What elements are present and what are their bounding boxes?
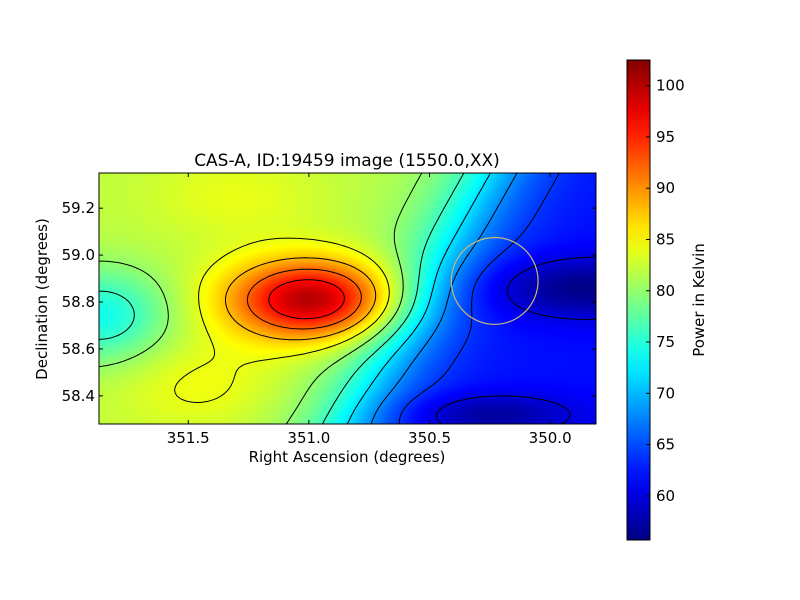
colorbar-gradient	[627, 60, 650, 540]
contour-line	[246, 268, 362, 330]
colorbar-tick-label: 70	[656, 384, 675, 402]
x-tick-label: 350.5	[408, 429, 451, 447]
heatmap-image	[99, 173, 596, 424]
contour-line	[225, 257, 377, 341]
x-tick-label: 351.5	[167, 429, 210, 447]
colorbar: 60 65 70 75 80 85 90 95 100 Power in Kelvin	[626, 59, 708, 541]
contour-line	[99, 173, 423, 424]
x-tick-label: 350.0	[529, 429, 572, 447]
colorbar-tick-label: 95	[656, 128, 675, 146]
y-tick-label: 59.2	[62, 199, 95, 217]
colorbar-tick-label: 90	[656, 179, 675, 197]
contour-line	[435, 256, 596, 424]
y-tick-label: 58.6	[62, 340, 95, 358]
colorbar-tick-label: 65	[656, 436, 675, 454]
y-tick-label: 59.0	[62, 246, 95, 264]
contour-line	[174, 237, 390, 403]
y-tick-label: 58.4	[62, 387, 95, 405]
colorbar-ticks: 60 65 70 75 80 85 90 95 100	[646, 77, 685, 505]
colorbar-tick-label: 60	[656, 487, 675, 505]
colorbar-tick-label: 80	[656, 282, 675, 300]
contour-lines	[99, 173, 596, 424]
contour-line	[346, 173, 491, 424]
contour-line	[268, 279, 345, 320]
contour-line	[370, 173, 518, 424]
y-axis-ticks: 58.4 58.6 58.8 59.0 59.2	[62, 199, 596, 405]
colorbar-tick-label: 85	[656, 230, 675, 248]
y-tick-label: 58.8	[62, 293, 95, 311]
colorbar-tick-label: 75	[656, 333, 675, 351]
contour-line	[398, 173, 560, 424]
colorbar-frame	[626, 59, 651, 541]
plot-frame	[98, 172, 597, 425]
colorbar-tick-label: 100	[656, 77, 685, 95]
chart-title: CAS-A, ID:19459 image (1550.0,XX)	[194, 151, 500, 171]
x-tick-label: 351.0	[287, 429, 330, 447]
contour-line	[99, 173, 465, 424]
y-axis-label: Declination (degrees)	[33, 218, 51, 380]
beam-circle	[450, 236, 539, 325]
x-axis-ticks: 351.5 351.0 350.5 350.0	[167, 173, 572, 447]
colorbar-label: Power in Kelvin	[690, 243, 708, 357]
x-axis-label: Right Ascension (degrees)	[249, 448, 446, 466]
heatmap-plot	[98, 172, 597, 425]
